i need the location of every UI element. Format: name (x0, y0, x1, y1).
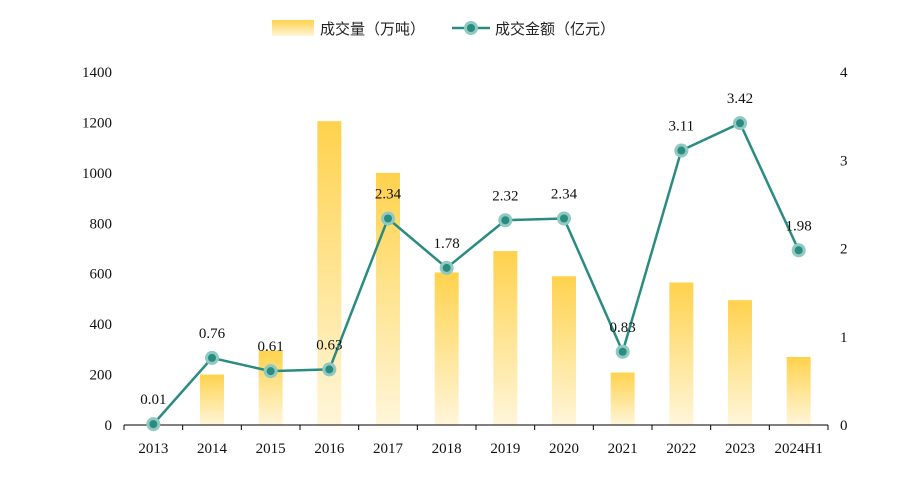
x-tick-label: 2016 (314, 441, 345, 457)
line-point-2015 (266, 367, 275, 376)
x-tick-label: 2017 (373, 441, 404, 457)
y-right-tick-label: 4 (840, 65, 848, 81)
x-tick-label: 2024H1 (774, 441, 822, 457)
data-label: 0.61 (258, 339, 284, 355)
bar-2019 (493, 251, 518, 425)
line-point-2013 (149, 420, 158, 429)
x-tick-label: 2022 (666, 441, 696, 457)
line-point-2022 (677, 146, 686, 155)
line-point-2020 (560, 214, 568, 223)
line-point-2014 (208, 353, 216, 362)
bar-2017 (376, 172, 400, 425)
y-left-axis: 0 200 400 600 800 1000 1200 1400 (82, 65, 112, 434)
data-label: 1.98 (786, 218, 812, 234)
data-label: 0.83 (610, 320, 636, 336)
bar-2022 (669, 282, 694, 425)
y-left-tick-label: 400 (90, 317, 113, 333)
bar-series (200, 121, 811, 426)
line-point-2017 (384, 214, 392, 223)
x-tick-label: 2015 (256, 441, 286, 457)
bar-2021 (610, 372, 635, 425)
y-left-tick-label: 1200 (82, 115, 112, 131)
bar-2016 (317, 121, 342, 426)
y-left-tick-label: 1400 (82, 65, 112, 81)
y-right-tick-label: 3 (840, 153, 848, 169)
bar-2024H1 (786, 356, 811, 425)
data-label: 2.34 (375, 186, 402, 202)
line-point-2019 (501, 216, 510, 225)
legend: 成交量（万吨） 成交金额（亿元） (272, 20, 615, 38)
data-label: 1.78 (434, 236, 460, 252)
y-right-tick-label: 2 (840, 242, 848, 258)
data-label: 0.63 (316, 337, 342, 353)
data-label: 0.76 (199, 326, 226, 342)
bar-2020 (552, 276, 576, 425)
line-point-2016 (325, 365, 334, 374)
x-tick-label: 2021 (608, 441, 638, 457)
line-series (146, 116, 806, 432)
x-tick-label: 2014 (197, 441, 228, 457)
bar-2018 (434, 272, 459, 425)
data-label: 2.32 (492, 188, 518, 204)
x-tick-label: 2018 (432, 441, 462, 457)
line-path (152, 121, 800, 425)
line-point-2023 (736, 119, 744, 128)
data-labels: 0.01 0.76 0.61 0.63 2.34 1.78 2.32 2.34 0.83 3.11… (140, 91, 812, 408)
y-left-tick-label: 200 (90, 368, 113, 384)
y-left-tick-label: 1000 (82, 166, 112, 182)
bar-2015 (258, 350, 283, 425)
x-tick-label: 2013 (138, 441, 168, 457)
line-point-2018 (442, 263, 451, 272)
y-left-tick-label: 800 (90, 216, 113, 232)
y-right-tick-label: 0 (840, 418, 848, 434)
line-point-2021 (618, 347, 627, 356)
y-left-tick-label: 0 (105, 418, 113, 434)
legend-line-label: 成交金额（亿元） (495, 20, 615, 38)
x-axis: 2013 2014 2015 2016 2017 2018 2019 2020 2021 2022… (123, 425, 829, 457)
data-label: 0.01 (140, 392, 166, 408)
y-right-tick-label: 1 (840, 330, 848, 346)
data-label: 2.34 (551, 186, 578, 202)
data-label: 3.42 (727, 91, 753, 107)
line-point-2024H1 (794, 246, 803, 255)
legend-line-marker (467, 24, 475, 32)
x-tick-label: 2020 (549, 441, 579, 457)
y-left-tick-label: 600 (90, 267, 113, 283)
bar-2023 (728, 300, 752, 425)
legend-bar-swatch (272, 20, 314, 36)
y-right-axis: 0 1 2 3 4 (840, 65, 848, 434)
legend-bar-label: 成交量（万吨） (320, 20, 425, 38)
bar-2014 (200, 374, 224, 425)
data-label: 3.11 (668, 119, 694, 135)
x-tick-label: 2023 (725, 441, 755, 457)
x-tick-label: 2019 (490, 441, 520, 457)
